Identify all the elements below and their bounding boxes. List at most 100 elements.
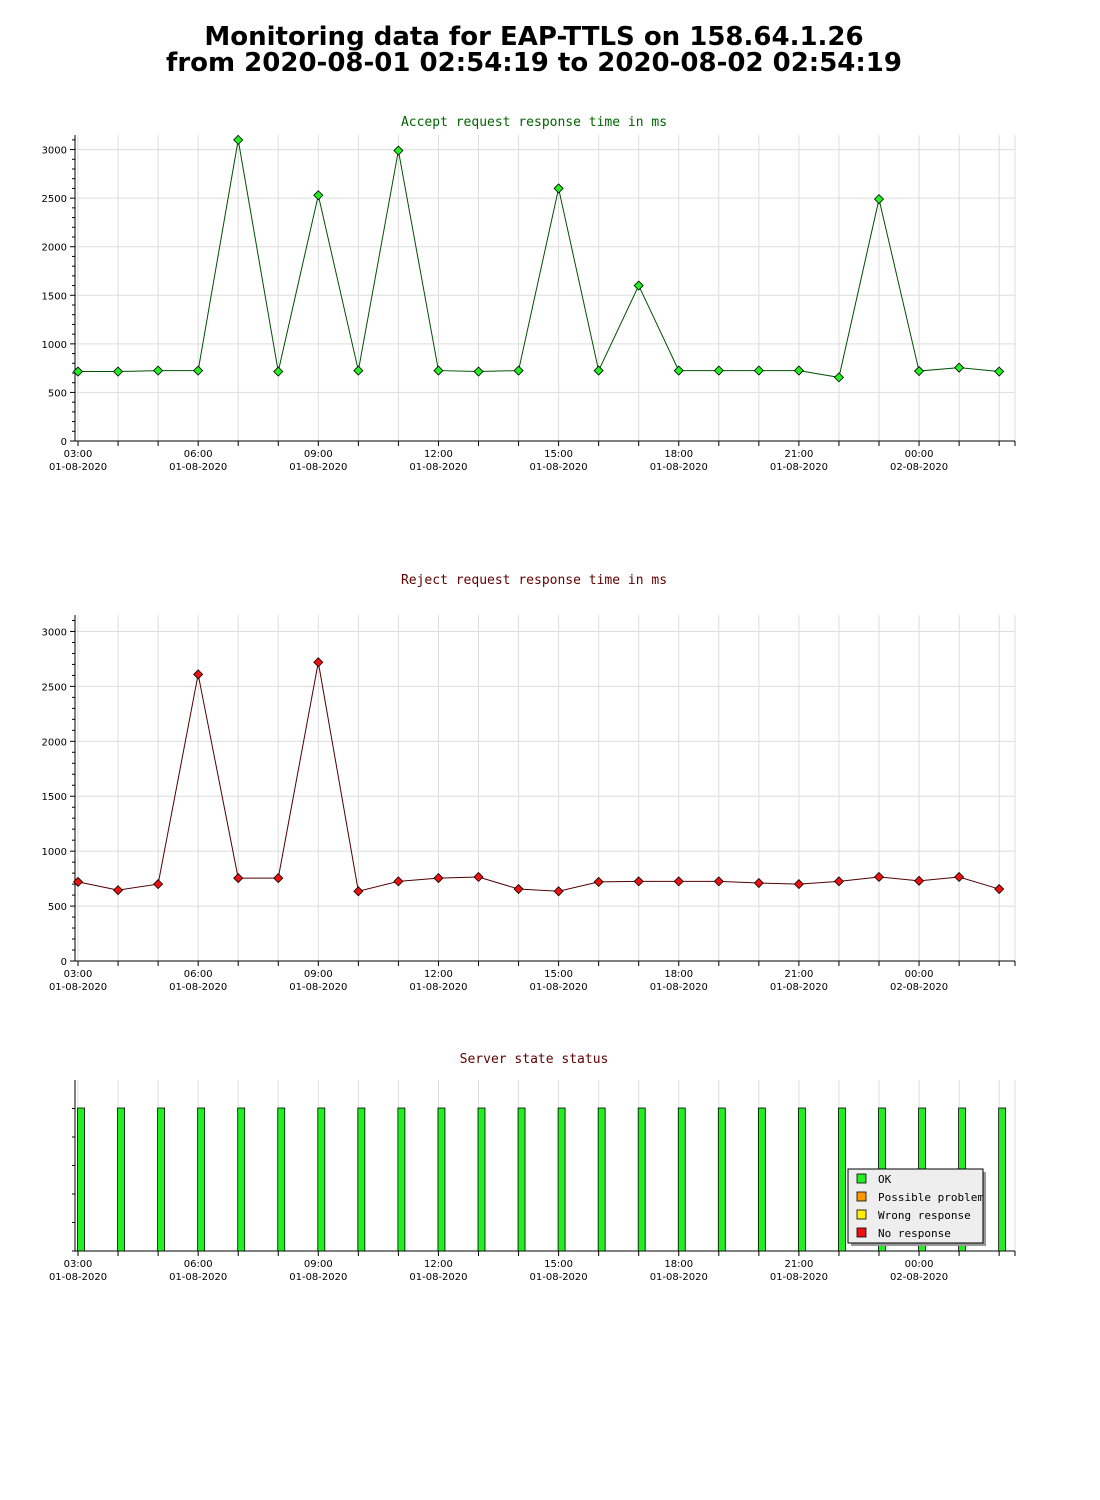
status-x-tick-label-time: 00:00 [905,1259,934,1270]
status-x-tick-label-time: 15:00 [544,1259,573,1270]
status-x-tick-label-date: 01-08-2020 [49,1272,107,1283]
reject-x-tick-label-date: 02-08-2020 [890,982,948,993]
status-status-bar [757,1107,766,1252]
reject-data-point [713,876,724,887]
legend-swatch [856,1191,867,1202]
reject-data-point [433,873,444,884]
accept-y-tick-label: 500 [48,388,67,399]
reject-data-point [112,885,124,896]
accept-data-point [954,362,965,373]
reject-x-tick-label-date: 01-08-2020 [530,982,588,993]
reject-data-point [233,873,244,884]
reject-data-point [793,879,804,890]
page-title-line1: Monitoring data for EAP-TTLS on 158.64.1… [204,22,864,52]
accept-data-point [233,134,244,145]
status-status-bar [397,1107,406,1252]
page-title: Monitoring data for EAP-TTLS on 158.64.1… [0,24,1068,76]
accept-data-point [153,365,164,376]
reject-y-tick-label: 500 [48,902,67,913]
accept-data-point [393,145,404,156]
status-status-bar [237,1107,246,1252]
status-x-tick-label-date: 01-08-2020 [530,1272,588,1283]
accept-data-point [112,366,124,377]
accept-data-point [72,366,84,377]
status-status-bar [637,1107,646,1252]
reject-series-line [77,662,1000,892]
legend-swatch [856,1209,867,1220]
status-x-tick-label-date: 01-08-2020 [169,1272,227,1283]
reject-data-point [954,871,965,883]
status-x-tick-label-time: 12:00 [424,1259,453,1270]
status-status-bar [717,1107,726,1252]
reject-x-tick-label-time: 09:00 [304,969,333,980]
accept-chart-title: Accept request response time in ms [401,115,667,130]
status-status-bar [677,1107,686,1252]
status-status-bar [437,1107,446,1252]
reject-y-tick-label: 1000 [42,847,67,858]
status-x-tick-label-date: 01-08-2020 [650,1272,708,1283]
reject-data-point [994,883,1005,895]
accept-data-point [473,366,484,377]
accept-x-tick-label-date: 01-08-2020 [530,462,588,473]
accept-data-point [273,366,284,377]
status-status-bar [557,1107,566,1252]
accept-x-tick-label-time: 18:00 [664,449,693,460]
reject-data-point [913,875,925,886]
accept-data-point [633,280,644,291]
accept-y-tick-label: 1500 [42,291,67,302]
legend-label: OK [878,1173,892,1186]
status-status-bar [357,1107,366,1252]
status-x-tick-label-time: 03:00 [64,1259,93,1270]
reject-chart-title: Reject request response time in ms [401,573,667,588]
accept-data-point [753,365,764,376]
status-x-tick-label-time: 09:00 [304,1259,333,1270]
reject-data-point [633,876,644,887]
reject-data-point [833,876,845,887]
status-status-bar [157,1107,166,1252]
accept-data-point [994,366,1005,377]
accept-series-line [78,139,1000,378]
accept-data-point [593,365,604,376]
reject-x-tick-label-date: 01-08-2020 [169,982,227,993]
status-x-tick-label-date: 01-08-2020 [409,1272,467,1283]
accept-x-tick-label-date: 01-08-2020 [49,462,107,473]
status-status-bar [77,1107,85,1252]
status-x-tick-label-time: 21:00 [784,1259,813,1270]
status-status-bar [197,1107,206,1252]
reject-y-tick-label: 1500 [42,792,67,803]
accept-x-tick-label-date: 01-08-2020 [650,462,708,473]
legend-swatch [856,1227,867,1238]
accept-y-tick-label: 1000 [42,340,67,351]
reject-x-tick-label-date: 01-08-2020 [49,982,107,993]
accept-x-tick-label-time: 12:00 [424,449,453,460]
reject-x-tick-label-time: 00:00 [905,969,934,980]
reject-x-tick-label-date: 01-08-2020 [650,982,708,993]
accept-data-point [873,194,885,205]
accept-x-tick-label-date: 01-08-2020 [770,462,828,473]
accept-data-point [793,365,804,376]
reject-y-tick-label: 2500 [42,682,67,693]
reject-y-tick-label: 3000 [42,627,67,638]
reject-data-point [873,871,885,883]
reject-x-tick-label-date: 01-08-2020 [409,982,467,993]
reject-data-point [513,883,524,895]
accept-x-tick-label-time: 15:00 [544,449,573,460]
accept-x-tick-label-time: 06:00 [184,449,213,460]
status-x-tick-label-time: 18:00 [664,1259,693,1270]
reject-data-point [153,879,164,890]
reject-chart: Reject request response time in ms 0 500 10… [42,573,1016,993]
reject-data-point [313,657,324,668]
reject-data-point [273,873,284,884]
accept-x-tick-label-time: 03:00 [64,449,93,460]
accept-chart: Accept request response time in ms 0 500 10… [42,115,1016,473]
status-x-tick-label-date: 01-08-2020 [770,1272,828,1283]
accept-x-tick-label-time: 00:00 [905,449,934,460]
status-status-bar [838,1107,846,1252]
accept-data-point [553,183,564,194]
accept-y-tick-label: 2500 [42,194,67,205]
reject-x-tick-label-date: 01-08-2020 [770,982,828,993]
accept-data-point [673,365,684,376]
reject-data-point [473,871,484,883]
reject-data-point [593,876,604,887]
